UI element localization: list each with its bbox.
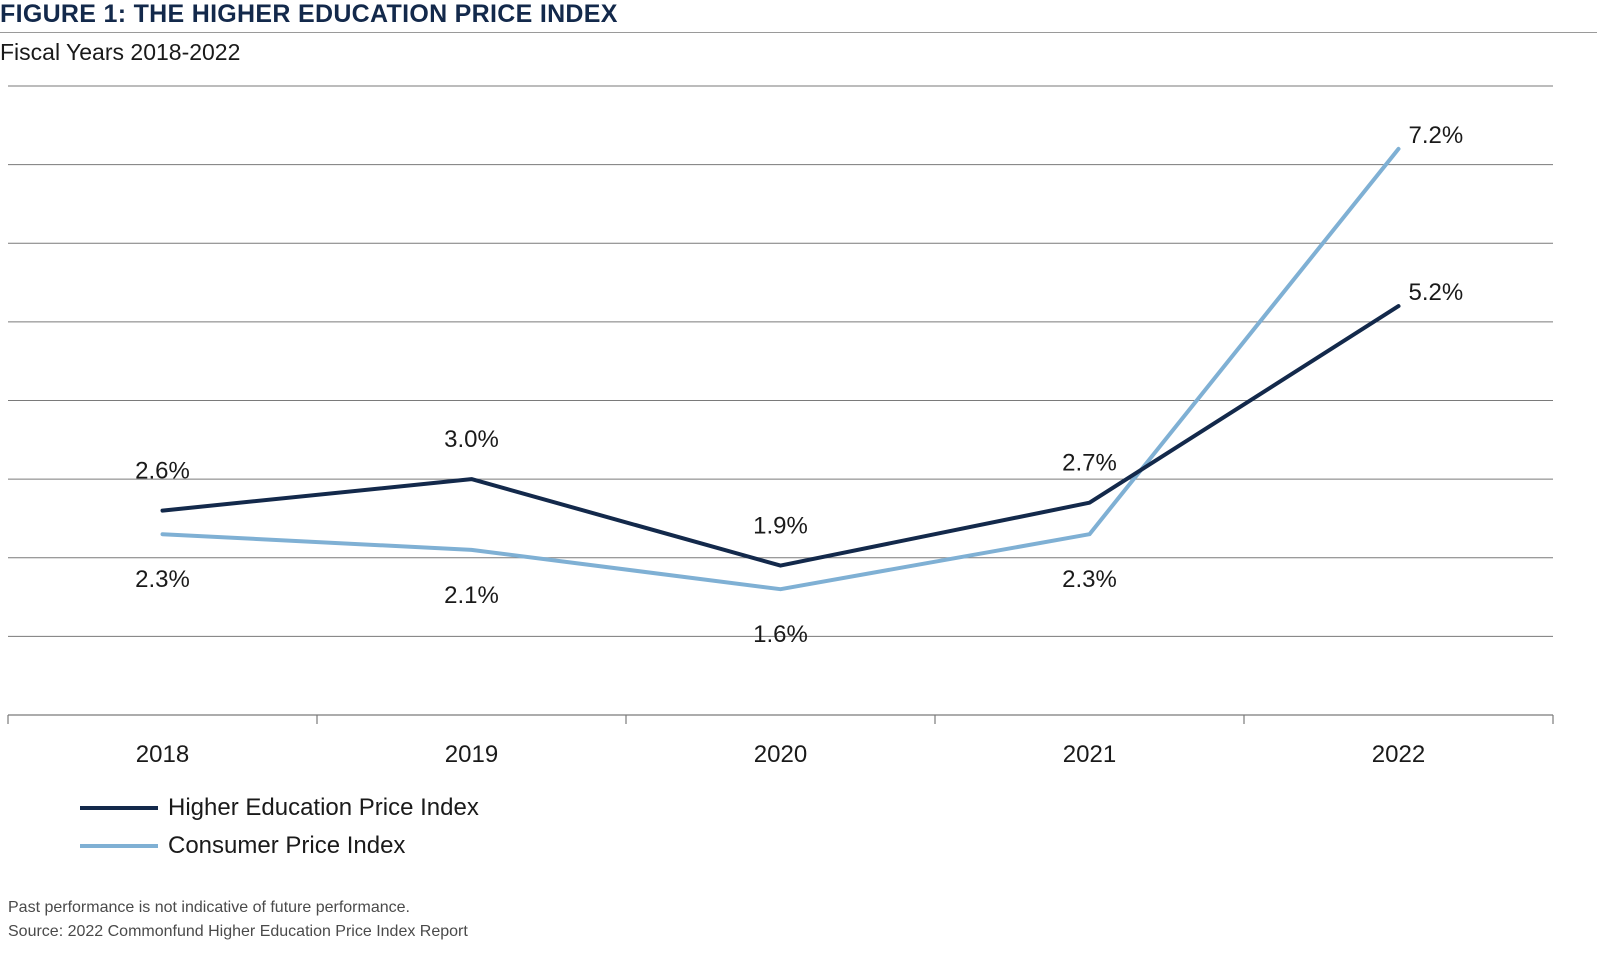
line-chart: 2018 2019 2020 2021 2022 2.6% 3.0% 1.9% 2.7% 5.2%…: [7, 85, 1554, 768]
legend-swatch-cpi: [80, 844, 158, 848]
legend-item-hepi: Higher Education Price Index: [80, 794, 479, 822]
hepi-data-label: 5.2%: [1409, 279, 1464, 306]
cpi-data-label: 7.2%: [1409, 122, 1464, 149]
legend-item-cpi: Consumer Price Index: [80, 832, 405, 860]
legend-swatch-hepi: [80, 806, 158, 810]
cpi-data-label: 2.3%: [1062, 566, 1117, 593]
x-tick-label: 2019: [445, 741, 498, 768]
hepi-data-label: 3.0%: [444, 426, 499, 453]
x-tick-label: 2018: [136, 741, 189, 768]
legend-label-cpi: Consumer Price Index: [168, 832, 406, 859]
chart-title: FIGURE 1: THE HIGHER EDUCATION PRICE IND…: [0, 0, 618, 28]
hepi-data-label: 1.9%: [753, 513, 808, 540]
x-tick-label: 2022: [1372, 741, 1425, 768]
x-tick-label: 2020: [754, 741, 807, 768]
hepi-series-line: [160, 304, 1401, 568]
x-tick-label: 2021: [1063, 741, 1116, 768]
cpi-data-label: 2.3%: [135, 566, 190, 593]
disclaimer-footnote: Past performance is not indicative of fu…: [8, 899, 410, 916]
cpi-data-label: 1.6%: [753, 621, 808, 648]
legend-label-hepi: Higher Education Price Index: [168, 794, 479, 821]
title-divider: [0, 32, 1597, 33]
hepi-data-label: 2.6%: [135, 458, 190, 485]
source-footnote: Source: 2022 Commonfund Higher Education…: [8, 923, 468, 940]
cpi-series-line: [160, 146, 1401, 592]
cpi-data-label: 2.1%: [444, 582, 499, 609]
hepi-data-label: 2.7%: [1062, 450, 1117, 477]
chart-subtitle: Fiscal Years 2018-2022: [0, 39, 241, 65]
